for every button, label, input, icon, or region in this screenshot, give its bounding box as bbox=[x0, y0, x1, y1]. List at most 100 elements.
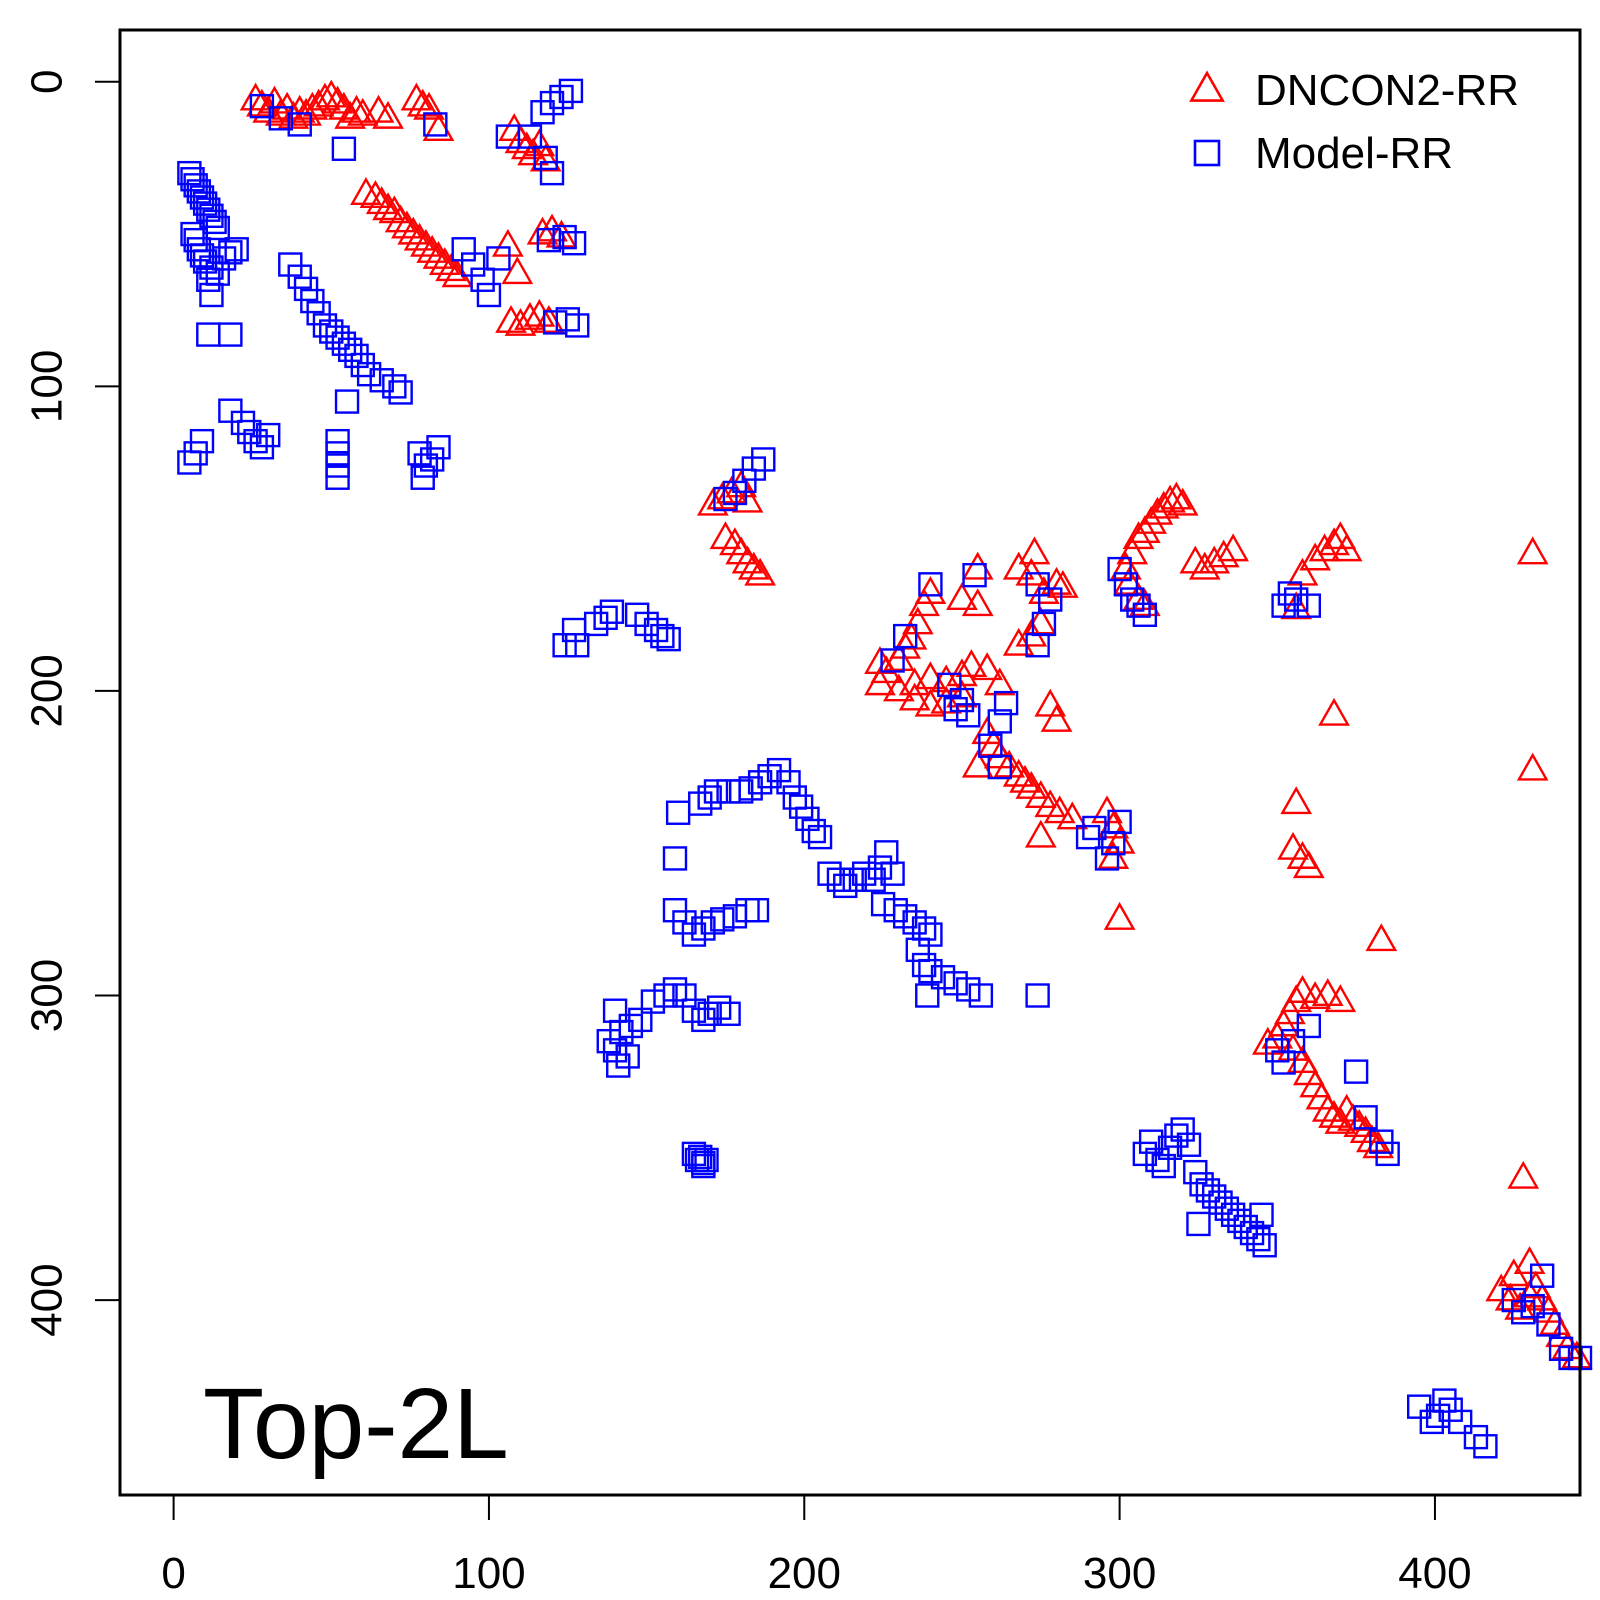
dncon2-rr-point bbox=[514, 301, 546, 330]
model-rr-point bbox=[697, 1001, 722, 1026]
model-rr-point bbox=[558, 78, 584, 104]
dncon2-rr-point bbox=[946, 679, 978, 708]
dncon2-rr-point bbox=[731, 545, 764, 574]
model-rr-point bbox=[337, 337, 363, 363]
model-rr-point bbox=[688, 1144, 713, 1170]
model-rr-point bbox=[230, 410, 256, 436]
model-rr-point bbox=[596, 1028, 621, 1054]
model-rr-point bbox=[426, 435, 451, 460]
dncon2-rr-point bbox=[1324, 984, 1357, 1013]
model-rr-point bbox=[410, 465, 435, 490]
model-rr-point bbox=[757, 764, 782, 789]
dncon2-rr-point bbox=[1122, 521, 1155, 550]
model-rr-point bbox=[1170, 1117, 1195, 1142]
dncon2-rr-point bbox=[1207, 539, 1240, 568]
legend-marker-model-rr bbox=[1193, 139, 1221, 167]
dncon2-rr-point bbox=[914, 576, 947, 604]
model-rr-point bbox=[350, 352, 376, 378]
model-rr-point bbox=[1548, 1336, 1574, 1362]
dncon2-rr-point bbox=[315, 79, 348, 108]
dncon2-rr-point bbox=[1330, 533, 1363, 562]
y-tick-label: 300 bbox=[23, 959, 72, 1032]
dncon2-rr-point bbox=[400, 82, 433, 111]
dncon2-rr-point bbox=[1513, 1246, 1546, 1275]
dncon2-rr-point bbox=[1046, 569, 1079, 598]
model-rr-point bbox=[1126, 593, 1151, 618]
dncon2-rr-point bbox=[1217, 533, 1249, 562]
model-rr-point bbox=[1107, 556, 1132, 582]
model-rr-point bbox=[189, 428, 215, 454]
dncon2-rr-point bbox=[1286, 975, 1319, 1003]
model-rr-point bbox=[243, 428, 268, 454]
model-rr-point bbox=[382, 374, 407, 399]
model-rr-point bbox=[470, 267, 495, 292]
model-rr-point bbox=[684, 1147, 710, 1173]
dncon2-rr-point bbox=[744, 557, 776, 586]
model-rr-point bbox=[962, 562, 987, 588]
points-layer bbox=[177, 78, 1593, 1459]
model-rr-point bbox=[807, 824, 833, 850]
dncon2-rr-point bbox=[1516, 536, 1549, 565]
model-rr-point bbox=[388, 380, 413, 405]
model-rr-point bbox=[874, 840, 899, 865]
model-rr-point bbox=[199, 282, 224, 308]
dncon2-rr-point bbox=[1343, 1109, 1376, 1137]
model-rr-point bbox=[256, 422, 281, 448]
model-rr-point bbox=[356, 361, 382, 387]
dncon2-rr-point bbox=[1292, 850, 1325, 879]
model-rr-point bbox=[606, 1053, 631, 1078]
dncon2-rr-point bbox=[1277, 1032, 1309, 1061]
dncon2-rr-point bbox=[898, 667, 931, 696]
dncon2-rr-point bbox=[239, 82, 272, 111]
model-rr-point bbox=[1536, 1312, 1561, 1337]
model-rr-point bbox=[1132, 602, 1158, 627]
model-rr-point bbox=[691, 916, 716, 941]
x-tick-label: 300 bbox=[1083, 1549, 1156, 1598]
model-rr-point bbox=[552, 633, 577, 658]
dncon2-rr-point bbox=[895, 621, 928, 650]
dncon2-rr-point bbox=[422, 241, 455, 269]
model-rr-point bbox=[1252, 1233, 1277, 1258]
model-rr-point bbox=[1353, 1105, 1378, 1130]
model-rr-point bbox=[1280, 1028, 1306, 1054]
model-rr-point bbox=[710, 907, 735, 932]
model-rr-point bbox=[1529, 1263, 1555, 1288]
dncon2-rr-point bbox=[883, 673, 915, 702]
dncon2-rr-point bbox=[1507, 1160, 1540, 1189]
model-rr-point bbox=[1186, 1211, 1211, 1237]
dncon2-rr-point bbox=[1110, 551, 1142, 580]
dncon2-rr-point bbox=[410, 228, 442, 257]
model-rr-point bbox=[656, 626, 681, 652]
model-rr-point bbox=[870, 891, 896, 917]
model-rr-point bbox=[943, 696, 968, 722]
y-tick-label: 0 bbox=[23, 70, 72, 94]
model-rr-point bbox=[993, 690, 1019, 716]
dncon2-rr-point bbox=[1280, 591, 1313, 620]
model-rr-point bbox=[782, 785, 808, 810]
dncon2-rr-point bbox=[1097, 841, 1130, 869]
model-rr-point bbox=[1249, 1202, 1274, 1227]
model-rr-point bbox=[930, 965, 956, 990]
model-rr-point bbox=[776, 770, 801, 795]
dncon2-rr-point bbox=[397, 216, 430, 245]
model-rr-point bbox=[1120, 587, 1145, 612]
model-rr-point bbox=[729, 779, 754, 804]
model-rr-point bbox=[1296, 1013, 1322, 1039]
dncon2-rr-point bbox=[1516, 752, 1549, 781]
model-rr-point bbox=[987, 754, 1012, 780]
model-rr-point bbox=[602, 1038, 628, 1063]
y-tick-label: 200 bbox=[23, 654, 72, 727]
dncon2-rr-point bbox=[1160, 481, 1193, 510]
dncon2-rr-point bbox=[498, 113, 531, 142]
model-rr-point bbox=[561, 231, 587, 256]
model-rr-point bbox=[268, 106, 294, 131]
model-rr-point bbox=[956, 977, 981, 1002]
dncon2-rr-point bbox=[495, 304, 527, 333]
model-rr-point bbox=[880, 648, 905, 673]
model-rr-point bbox=[851, 861, 877, 886]
dncon2-rr-point bbox=[1116, 536, 1149, 565]
model-rr-point bbox=[628, 1007, 653, 1033]
dncon2-rr-point bbox=[321, 85, 354, 114]
model-rr-point bbox=[744, 898, 770, 923]
model-rr-point bbox=[287, 112, 312, 137]
